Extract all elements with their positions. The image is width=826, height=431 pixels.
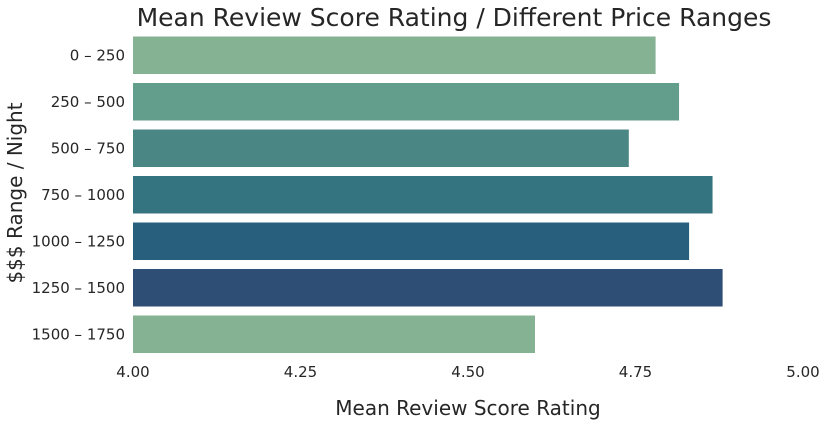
y-tick-label: 500 – 750	[51, 139, 125, 157]
x-axis-label: Mean Review Score Rating	[335, 396, 600, 420]
bar-5	[133, 222, 690, 260]
bar-3	[133, 129, 629, 167]
y-tick-label: 750 – 1000	[41, 186, 125, 204]
x-tick-label: 4.75	[619, 363, 652, 381]
x-tick-label: 4.50	[451, 363, 484, 381]
bar-1	[133, 36, 656, 74]
y-tick-label: 1000 – 1250	[32, 232, 125, 250]
y-tick-label: 0 – 250	[70, 46, 125, 64]
x-tick-labels: 4.00 4.25 4.50 4.75 5.00	[116, 363, 819, 381]
x-tick-label: 5.00	[786, 363, 819, 381]
x-tick-label: 4.00	[116, 363, 149, 381]
bars-group	[133, 36, 723, 353]
bar-4	[133, 176, 713, 214]
chart-title: Mean Review Score Rating / Different Pri…	[137, 3, 772, 32]
bar-6	[133, 269, 723, 307]
y-tick-label: 1250 – 1500	[32, 279, 125, 297]
x-tick-label: 4.25	[284, 363, 317, 381]
y-tick-label: 250 – 500	[51, 93, 125, 111]
bar-2	[133, 83, 680, 121]
bar-7	[133, 315, 535, 353]
y-axis-label: $$$ Range / Night	[3, 102, 27, 283]
y-tick-label: 1500 – 1750	[32, 325, 125, 343]
y-tick-labels: 0 – 250 250 – 500 500 – 750 750 – 1000 1000 …	[32, 46, 125, 343]
